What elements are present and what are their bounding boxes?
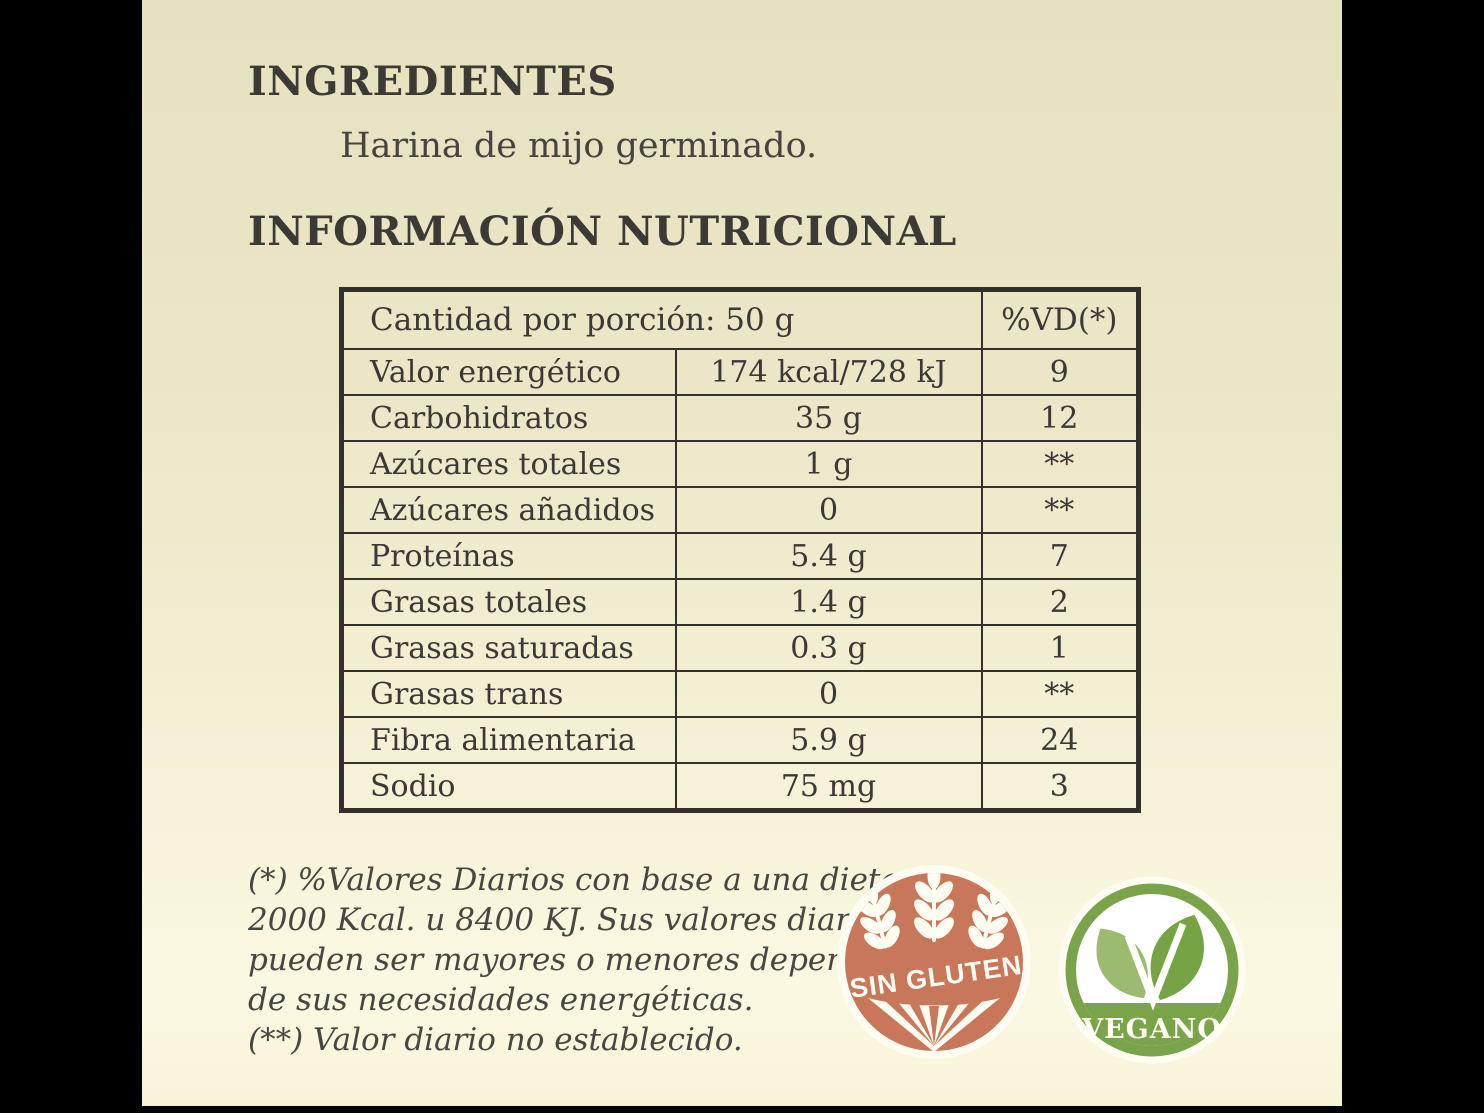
footnote-line: pueden ser mayores o menores dependiendo <box>248 942 953 978</box>
nutrient-label: Sodio <box>340 762 677 812</box>
nutrient-label: Valor energético <box>340 348 677 396</box>
nutrient-label: Azúcares totales <box>340 440 677 488</box>
footnote-line: 2000 Kcal. u 8400 KJ. Sus valores diario… <box>248 902 895 938</box>
nutrient-label: Proteínas <box>340 532 677 580</box>
ingredients-text: Harina de mijo germinado. <box>340 126 818 166</box>
nutrient-dv: 1 <box>980 624 1140 672</box>
vegan-badge: VEGANO <box>1055 873 1249 1067</box>
nutrient-value: 75 mg <box>674 762 983 812</box>
table-row: Grasas trans 0 ** <box>340 670 1140 718</box>
nutrient-label: Grasas saturadas <box>340 624 677 672</box>
table-row: Sodio 75 mg 3 <box>340 762 1140 812</box>
nutrient-dv: ** <box>980 670 1140 718</box>
nutrient-dv: 3 <box>980 762 1140 812</box>
nutrient-value: 5.9 g <box>674 716 983 764</box>
nutrient-value: 0 <box>674 670 983 718</box>
serving-size-header: Cantidad por porción: 50 g <box>340 288 983 350</box>
gluten-free-badge: SIN GLUTEN <box>832 858 1036 1070</box>
nutrition-table: Cantidad por porción: 50 g %VD(*) Valor … <box>339 287 1142 813</box>
nutrient-value: 174 kcal/728 kJ <box>674 348 983 396</box>
nutrient-value: 35 g <box>674 394 983 442</box>
nutrient-label: Grasas trans <box>340 670 677 718</box>
table-row: Valor energético 174 kcal/728 kJ 9 <box>340 348 1140 396</box>
footnote-line: (*) %Valores Diarios con base a una diet… <box>248 862 947 898</box>
nutrient-dv: 9 <box>980 348 1140 396</box>
footnotes: (*) %Valores Diarios con base a una diet… <box>248 860 953 1060</box>
nutrient-value: 1.4 g <box>674 578 983 626</box>
nutrient-value: 5.4 g <box>674 532 983 580</box>
wheat-sheaf-icon <box>868 996 1000 1051</box>
leaves-icon <box>1096 914 1204 1011</box>
table-row: Grasas totales 1.4 g 2 <box>340 578 1140 626</box>
nutrient-label: Carbohidratos <box>340 394 677 442</box>
nutrient-value: 0 <box>674 486 983 534</box>
nutrient-dv: 12 <box>980 394 1140 442</box>
table-header-row: Cantidad por porción: 50 g %VD(*) <box>340 288 1140 350</box>
footnote-line: (**) Valor diario no establecido. <box>248 1022 743 1058</box>
nutrient-label: Grasas totales <box>340 578 677 626</box>
nutrient-dv: ** <box>980 486 1140 534</box>
daily-value-header: %VD(*) <box>980 288 1140 350</box>
nutrient-label: Azúcares añadidos <box>340 486 677 534</box>
label-panel: INGREDIENTES Harina de mijo germinado. I… <box>142 0 1342 1106</box>
ingredients-title: INGREDIENTES <box>248 58 617 105</box>
nutrient-value: 1 g <box>674 440 983 488</box>
table-row: Grasas saturadas 0.3 g 1 <box>340 624 1140 672</box>
nutrient-label: Fibra alimentaria <box>340 716 677 764</box>
nutrient-dv: 7 <box>980 532 1140 580</box>
nutrition-title: INFORMACIÓN NUTRICIONAL <box>248 208 957 255</box>
table-row: Fibra alimentaria 5.9 g 24 <box>340 716 1140 764</box>
nutrient-dv: 2 <box>980 578 1140 626</box>
vegan-icon: VEGANO <box>1058 876 1246 1064</box>
table-row: Azúcares totales 1 g ** <box>340 440 1140 488</box>
table-row: Azúcares añadidos 0 ** <box>340 486 1140 534</box>
nutrient-dv: 24 <box>980 716 1140 764</box>
nutrient-value: 0.3 g <box>674 624 983 672</box>
vegan-label: VEGANO <box>1081 1014 1222 1045</box>
footnote-line: de sus necesidades energéticas. <box>248 982 754 1018</box>
table-row: Proteínas 5.4 g 7 <box>340 532 1140 580</box>
table-row: Carbohidratos 35 g 12 <box>340 394 1140 442</box>
gluten-free-icon: SIN GLUTEN <box>837 865 1031 1059</box>
nutrient-dv: ** <box>980 440 1140 488</box>
